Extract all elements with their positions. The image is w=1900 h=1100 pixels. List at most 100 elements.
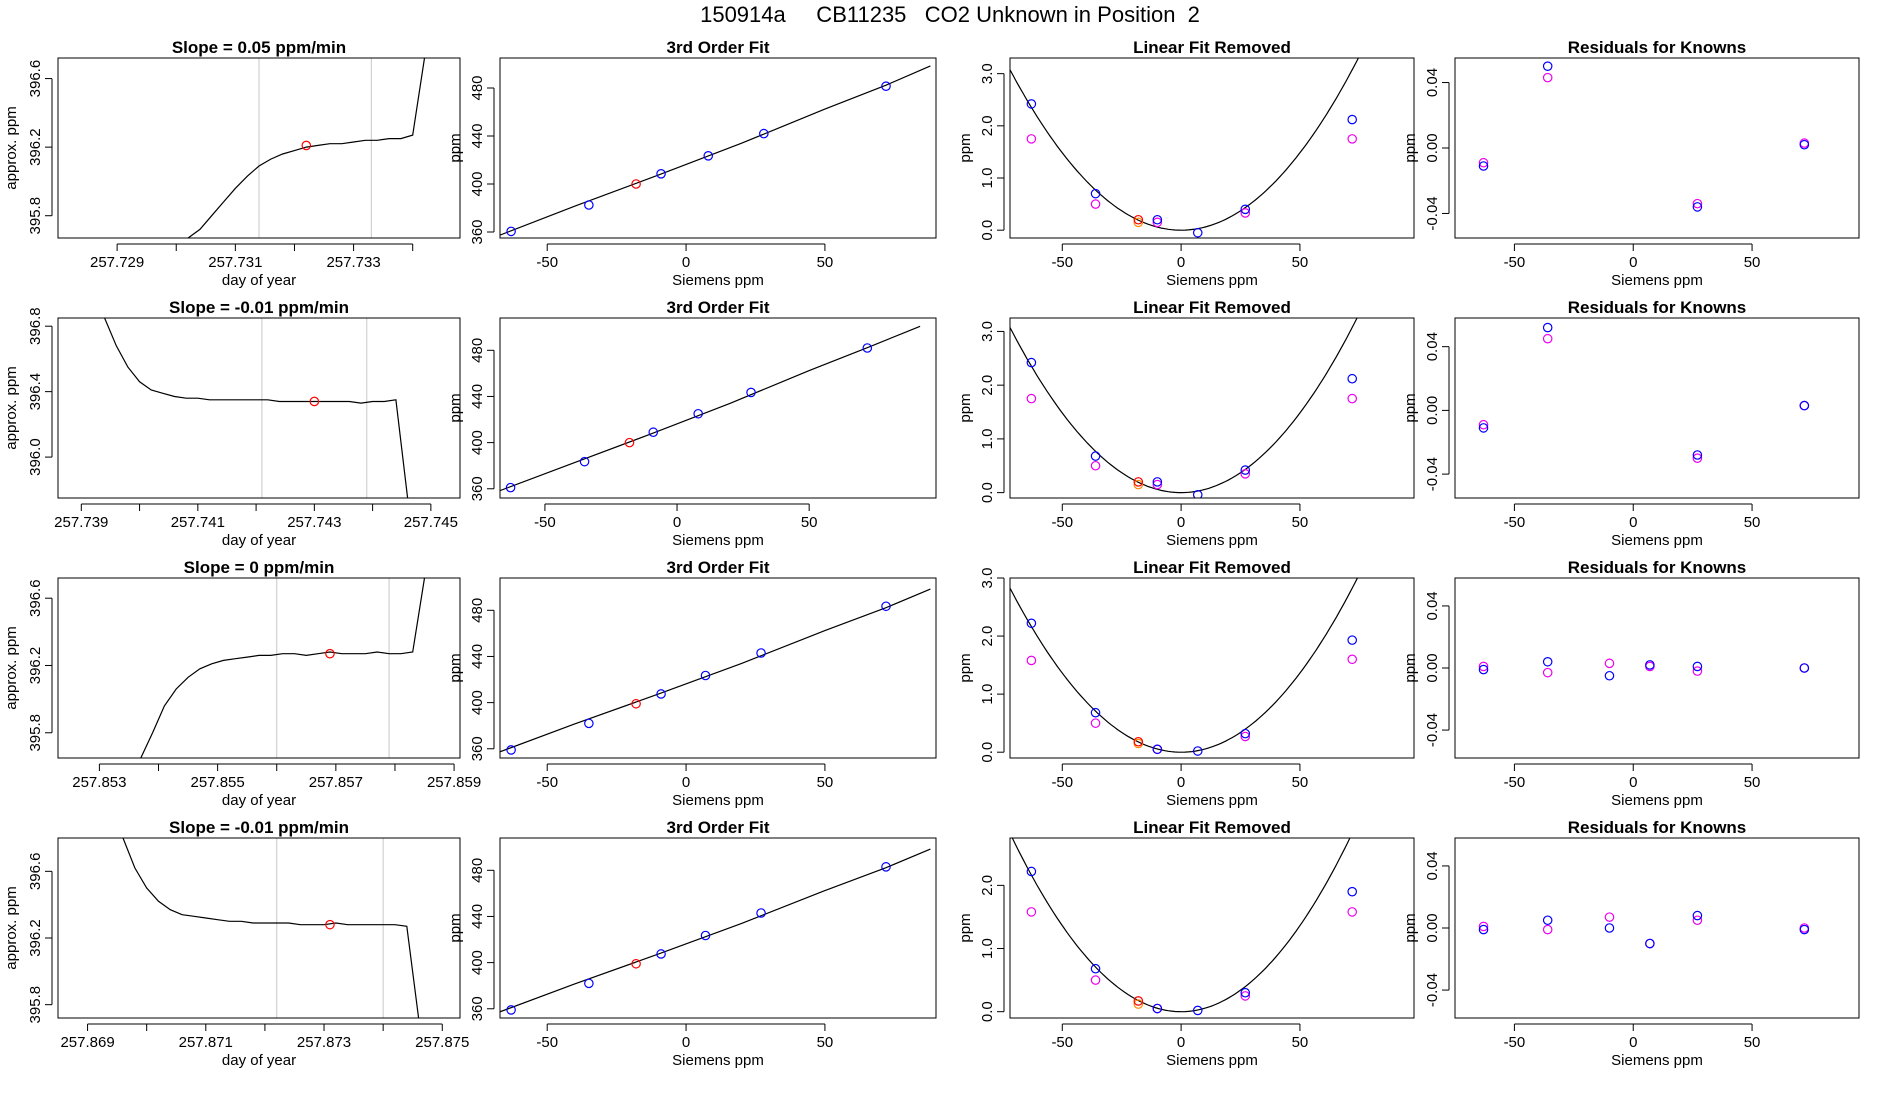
y-axis-label: approx. ppm	[3, 886, 20, 969]
y-tick-label: 2.0	[979, 626, 996, 647]
y-tick-label: 0.00	[1424, 913, 1441, 942]
panel-title: Linear Fit Removed	[1133, 38, 1291, 57]
x-axis-label: Siemens ppm	[1166, 532, 1258, 549]
y-tick-label: 3.0	[979, 568, 996, 589]
y-axis-label: ppm	[447, 393, 464, 422]
unknown-point	[631, 958, 641, 969]
x-axis-label: day of year	[222, 272, 296, 289]
previous-residual-point	[1478, 157, 1489, 168]
known-point	[584, 718, 594, 729]
y-tick-label: 396.6	[27, 60, 44, 98]
x-axis-label: Siemens ppm	[672, 532, 764, 549]
unknown-point	[624, 437, 635, 448]
residual-point	[1692, 910, 1703, 921]
panel-3-1: Slope = 0 ppm/min 257.853 257.855 257.857 25…	[3, 558, 481, 809]
x-tick-label: 257.859	[427, 774, 481, 791]
y-axis-label: ppm	[957, 133, 974, 162]
x-tick-label: 50	[1744, 774, 1761, 791]
panel-3-3: Linear Fit Removed -50 0 50 Siemens ppm 0.0 1.…	[957, 558, 1415, 809]
plot-frame	[499, 577, 937, 759]
known-point	[1240, 465, 1251, 475]
x-tick-label: 257.745	[404, 514, 458, 531]
panel-1-1: Slope = 0.05 ppm/min 257.729 257.731 257.73…	[3, 38, 461, 289]
previous-residual-point	[1692, 666, 1703, 676]
panel-2-3: Linear Fit Removed -50 0 50 Siemens ppm 0.0 1.…	[957, 298, 1415, 549]
x-tick-label: 257.857	[309, 774, 363, 791]
residual-point	[1692, 202, 1703, 212]
y-tick-label: 396.2	[27, 919, 44, 957]
plot-area	[1010, 318, 1358, 498]
residual-point	[1692, 661, 1703, 672]
previous-residual-point	[1542, 72, 1553, 83]
plot-area	[1010, 58, 1360, 238]
unknown-point	[631, 698, 641, 709]
x-tick-label: 257.871	[179, 1034, 233, 1051]
y-tick-label: 396.6	[27, 579, 44, 617]
y-axis-label: ppm	[957, 653, 974, 682]
y-tick-label: -0.04	[1424, 457, 1441, 491]
x-tick-label: -50	[536, 774, 558, 791]
y-tick-label: 396.2	[27, 128, 44, 166]
x-tick-label: 257.741	[171, 514, 225, 531]
residual-point	[1692, 450, 1703, 460]
x-tick-label: 0	[673, 514, 681, 531]
page-title: 150914a CB11235 CO2 Unknown in Position …	[700, 2, 1200, 27]
average-marker	[325, 919, 335, 930]
x-tick-label: -50	[1051, 774, 1073, 791]
panel-3-4: Residuals for Knowns -50 0 50 Siemens ppm -0.…	[1402, 558, 1860, 809]
y-tick-label: 360	[469, 476, 486, 501]
known-point	[1152, 477, 1163, 487]
x-axis-label: Siemens ppm	[1611, 792, 1703, 809]
plot-frame	[499, 837, 937, 1019]
y-axis-label: ppm	[447, 133, 464, 162]
y-tick-label: 360	[469, 736, 486, 761]
unknown-point	[1133, 214, 1144, 225]
y-tick-label: 0.0	[979, 220, 996, 241]
quadratic-curve	[1010, 318, 1358, 494]
previous-point	[1347, 134, 1358, 144]
previous-point	[1152, 479, 1163, 490]
y-axis-label: ppm	[957, 913, 974, 942]
known-point	[756, 908, 766, 918]
known-point	[862, 343, 873, 353]
x-tick-label: 50	[817, 1034, 834, 1051]
previous-point	[1240, 731, 1251, 742]
y-tick-label: 395.8	[27, 986, 44, 1024]
x-axis-label: Siemens ppm	[1611, 532, 1703, 549]
x-tick-label: 0	[1177, 774, 1185, 791]
plot-frame	[1009, 577, 1415, 759]
y-axis-label: ppm	[447, 913, 464, 942]
unknown-previous-point	[1133, 217, 1144, 228]
residual-point	[1645, 660, 1655, 670]
known-point	[1240, 728, 1251, 739]
y-tick-label: 480	[469, 338, 486, 363]
known-point	[1090, 451, 1101, 461]
previous-residual-point	[1692, 915, 1703, 926]
panel-2-2: 3rd Order Fit -50 0 50 Siemens ppm 360 400 440 4…	[447, 298, 937, 549]
previous-point	[1347, 654, 1358, 665]
known-point	[506, 226, 516, 237]
x-tick-label: 50	[817, 254, 834, 271]
panel-4-3: Linear Fit Removed -50 0 50 Siemens ppm 0.0 1.…	[957, 818, 1415, 1069]
plot-area	[122, 838, 420, 1018]
known-point	[656, 169, 666, 179]
x-tick-label: 257.853	[72, 774, 126, 791]
y-tick-label: 396.0	[27, 438, 44, 476]
panel-title: 3rd Order Fit	[667, 558, 770, 577]
x-tick-label: 0	[1177, 1034, 1185, 1051]
x-tick-label: -50	[536, 254, 558, 271]
known-point	[1090, 963, 1101, 974]
y-axis-label: ppm	[1402, 133, 1419, 162]
residual-point	[1799, 924, 1810, 935]
x-tick-label: -50	[1504, 774, 1526, 791]
x-tick-label: 257.873	[297, 1034, 351, 1051]
plot-area	[500, 65, 931, 237]
x-axis-label: Siemens ppm	[1166, 272, 1258, 289]
previous-point	[1347, 393, 1358, 404]
known-point	[1152, 1003, 1163, 1014]
y-tick-label: 1.0	[979, 938, 996, 959]
known-point	[881, 601, 891, 612]
x-tick-label: -50	[536, 1034, 558, 1051]
plot-area	[500, 588, 931, 755]
x-tick-label: 0	[1629, 1034, 1637, 1051]
